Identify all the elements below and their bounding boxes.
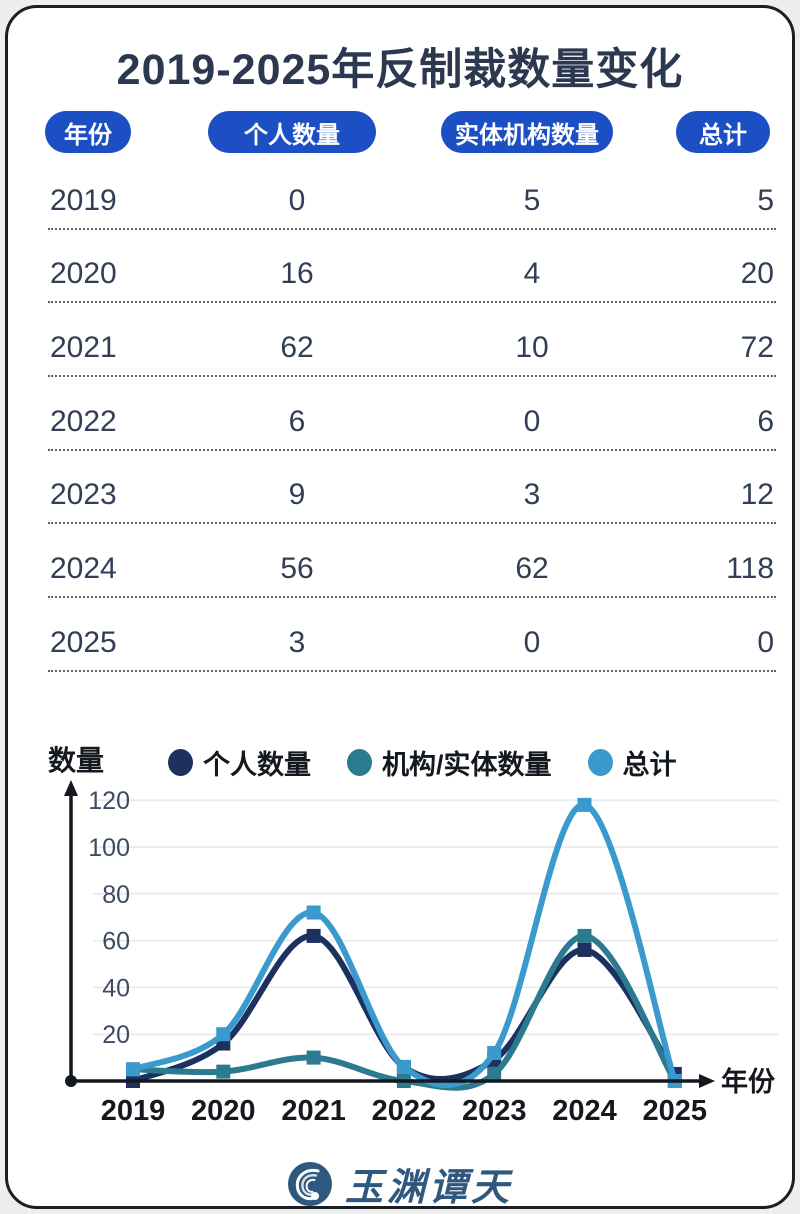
legend-dot-icon [168, 749, 193, 776]
cell-entity: 10 [515, 331, 549, 365]
table-header-year: 年份 [45, 111, 131, 153]
cell-total: 20 [740, 257, 774, 291]
svg-text:2021: 2021 [281, 1095, 346, 1127]
table-row: 2023 9 3 12 [48, 451, 776, 525]
chart-legend: 个人数量 机构/实体数量 总计 [168, 743, 677, 782]
cell-total: 5 [757, 183, 774, 217]
cell-year: 2019 [50, 183, 117, 217]
cell-year: 2021 [50, 331, 117, 365]
cell-personal: 0 [288, 183, 306, 217]
svg-text:2025: 2025 [643, 1095, 708, 1127]
cell-total: 6 [757, 404, 774, 438]
svg-text:2024: 2024 [552, 1095, 617, 1127]
svg-text:2022: 2022 [372, 1095, 437, 1127]
svg-text:60: 60 [102, 928, 130, 956]
cell-personal: 62 [280, 331, 314, 365]
table-row: 2024 56 62 118 [48, 524, 776, 599]
svg-text:40: 40 [102, 974, 130, 1002]
svg-text:20: 20 [102, 1021, 130, 1049]
table-header-personal: 个人数量 [208, 111, 376, 153]
table-row: 2019 0 5 5 [48, 156, 776, 230]
cell-personal: 6 [288, 404, 306, 438]
table-row: 2020 16 4 20 [48, 230, 776, 304]
cell-total: 118 [726, 552, 774, 586]
table-row: 2021 62 10 72 [48, 303, 776, 378]
y-axis-title: 数量 [48, 745, 105, 776]
cell-total: 72 [740, 331, 774, 365]
cell-entity: 3 [523, 478, 541, 512]
table-header-entity: 实体机构数量 [441, 111, 613, 153]
svg-text:100: 100 [88, 834, 130, 862]
cell-year: 2023 [50, 478, 117, 512]
legend-label: 个人数量 [203, 750, 311, 780]
cell-total: 0 [757, 625, 774, 659]
svg-text:2023: 2023 [462, 1095, 527, 1127]
cell-personal: 9 [288, 478, 306, 512]
legend-item-personal: 个人数量 [168, 743, 311, 782]
data-table: 2019 0 5 5 2020 16 4 20 2021 62 10 72 20… [48, 156, 776, 672]
cell-entity: 0 [523, 625, 541, 659]
cell-year: 2025 [50, 625, 117, 659]
cell-total: 12 [740, 478, 774, 512]
svg-text:2020: 2020 [191, 1095, 256, 1127]
legend-dot-icon [587, 749, 613, 776]
legend-item-entity: 机构/实体数量 [347, 743, 552, 782]
legend-dot-icon [347, 749, 372, 776]
infographic-card: 2019-2025年反制裁数量变化 年份 个人数量 实体机构数量 总计 2019… [5, 5, 795, 1209]
footer-brand: 玉渊谭天 [8, 1156, 792, 1209]
table-row: 2022 6 0 6 [48, 377, 776, 451]
brand-logo-icon [287, 1161, 332, 1206]
legend-label: 总计 [622, 750, 677, 780]
svg-text:120: 120 [88, 787, 130, 815]
cell-entity: 4 [523, 257, 541, 291]
svg-text:2019: 2019 [101, 1095, 166, 1127]
line-chart-svg: 20 40 60 80 100 120 2019 2020 2021 2022 2023 2024 20… [64, 780, 778, 1127]
cell-personal: 3 [288, 625, 306, 659]
svg-text:年份: 年份 [721, 1066, 775, 1097]
cell-entity: 0 [523, 404, 541, 438]
cell-entity: 5 [523, 183, 541, 217]
brand-name: 玉渊谭天 [344, 1167, 513, 1209]
svg-text:80: 80 [102, 881, 130, 909]
cell-personal: 56 [280, 552, 314, 586]
legend-label: 机构/实体数量 [382, 750, 552, 780]
table-header-total: 总计 [676, 111, 770, 153]
legend-item-total: 总计 [587, 743, 677, 782]
cell-year: 2024 [50, 552, 117, 586]
cell-entity: 62 [515, 552, 549, 586]
cell-year: 2022 [50, 404, 117, 438]
page-title: 2019-2025年反制裁数量变化 [116, 46, 684, 94]
table-row: 2025 3 0 0 [48, 598, 776, 672]
cell-personal: 16 [280, 257, 314, 291]
cell-year: 2020 [50, 257, 117, 291]
